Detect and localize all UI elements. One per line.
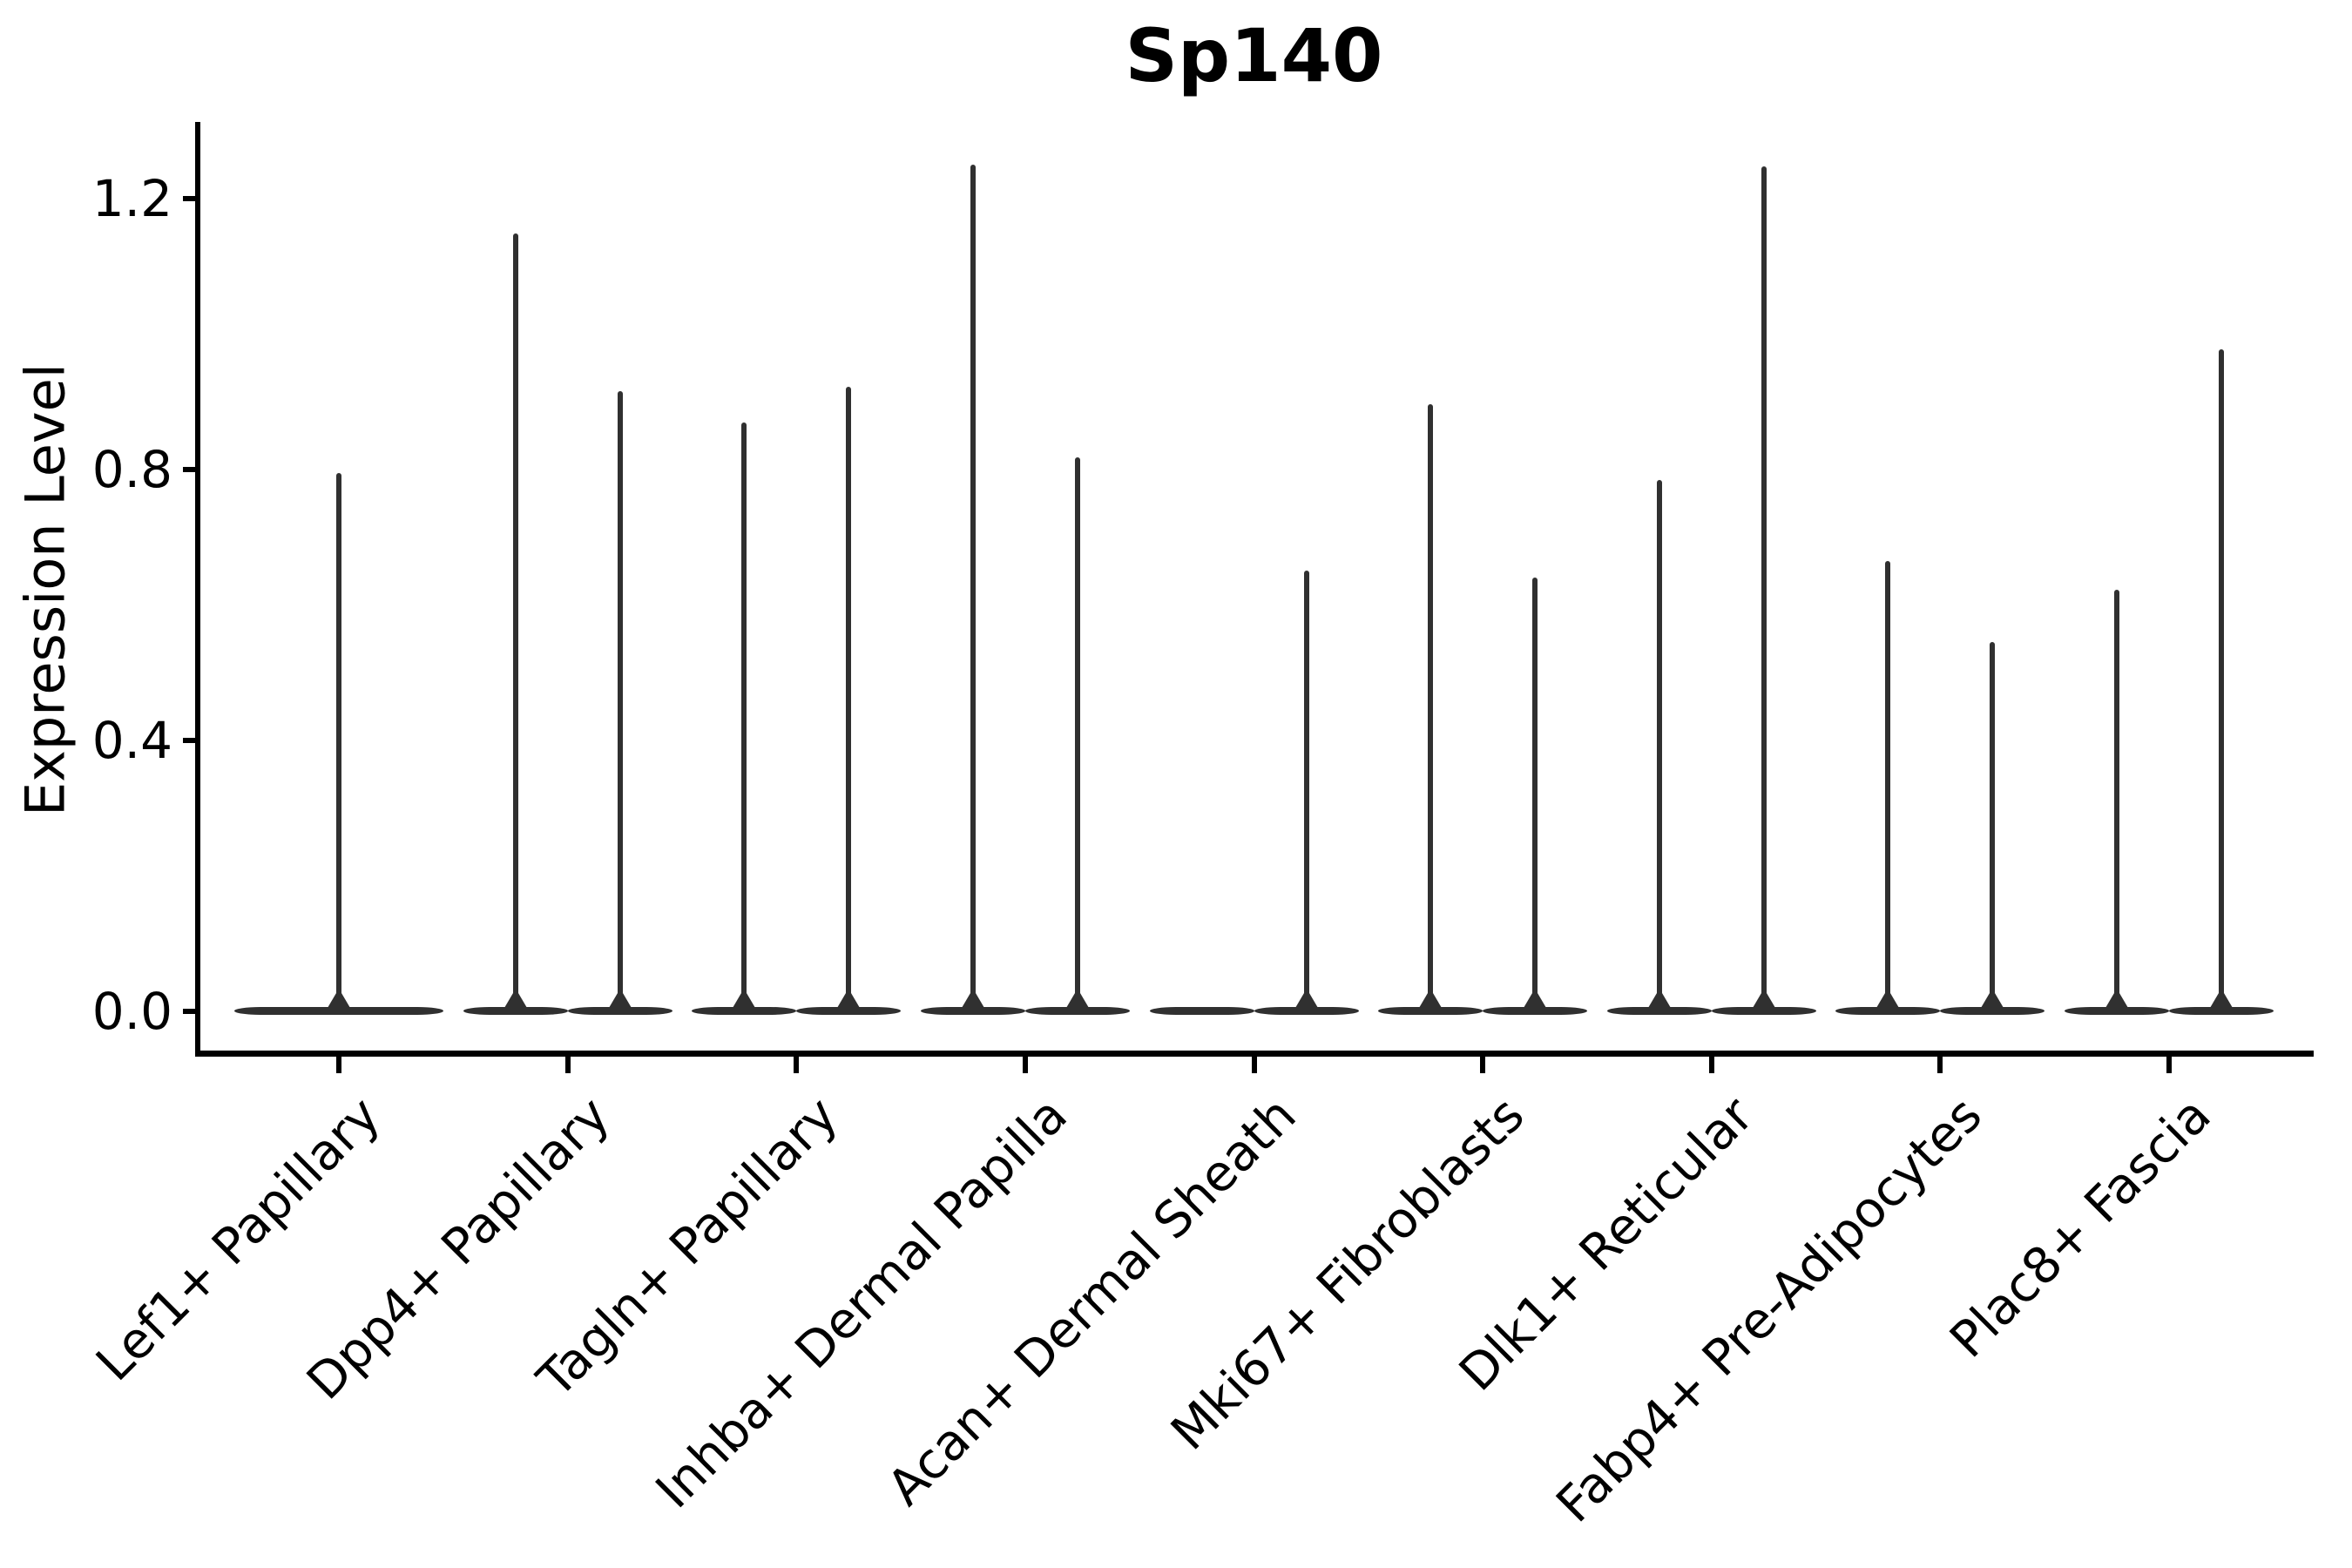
x-tick-label: Fabp4+ Pre-Adipocytes [1545, 1086, 1994, 1534]
violin-tail-spike [1074, 457, 1080, 1011]
y-tick-label: 0.0 [91, 982, 172, 1041]
x-tick-mark [1708, 1057, 1714, 1073]
y-tick-label: 1.2 [91, 169, 172, 228]
y-tick-label: 0.4 [91, 711, 172, 770]
violin-tail-flare [1419, 993, 1443, 1008]
violin-tail-flare [837, 993, 861, 1008]
y-tick-mark [183, 196, 198, 201]
violin-tail-flare [1647, 993, 1671, 1008]
violin-tail-flare [1065, 993, 1089, 1008]
x-tick-label: Acan+ Dermal Sheath [876, 1086, 1308, 1517]
violin-tail-spike [970, 165, 976, 1011]
violin-tail-flare [961, 993, 984, 1008]
violin-tail-spike [336, 472, 341, 1011]
violin-tail-spike [2219, 349, 2224, 1011]
violin-tail-spike [1428, 404, 1434, 1011]
violin-tail-spike [1761, 166, 1767, 1011]
violin-tail-spike [846, 387, 852, 1011]
x-tick-mark [564, 1057, 571, 1073]
violin-tail-flare [608, 993, 632, 1008]
violin-tail-spike [1885, 560, 1891, 1011]
violin-tail-flare [1752, 993, 1775, 1008]
violin-tail-spike [1303, 570, 1309, 1011]
y-tick-mark [183, 467, 198, 472]
x-tick-mark [1251, 1057, 1257, 1073]
violin-tail-flare [2105, 993, 2128, 1008]
y-tick-mark [183, 738, 198, 743]
violin-tail-flare [1981, 993, 2004, 1008]
y-tick-label: 0.8 [91, 440, 172, 499]
violin-tail-spike [512, 233, 518, 1011]
violin-body [1149, 1007, 1254, 1015]
x-tick-mark [336, 1057, 341, 1073]
violin-tail-spike [1532, 578, 1538, 1011]
violin-tail-flare [328, 993, 350, 1008]
violin-tail-flare [2210, 993, 2233, 1008]
violin-tail-spike [1990, 642, 1996, 1011]
x-tick-mark [2166, 1057, 2172, 1073]
x-tick-mark [794, 1057, 800, 1073]
x-axis-spine [195, 1051, 2314, 1057]
violin-tail-spike [741, 422, 747, 1011]
violin-tail-spike [1656, 480, 1662, 1011]
violin-tail-flare [733, 993, 756, 1008]
violin-tail-flare [1294, 993, 1318, 1008]
x-tick-mark [1480, 1057, 1486, 1073]
x-tick-mark [1937, 1057, 1943, 1073]
violin-tail-flare [504, 993, 527, 1008]
violin-tail-flare [1524, 993, 1547, 1008]
violin-tail-spike [2114, 590, 2119, 1011]
x-tick-label: Inhba+ Dermal Papilla [645, 1086, 1078, 1520]
y-tick-mark [183, 1009, 198, 1014]
violin-tail-flare [1876, 993, 1900, 1008]
chart-title: Sp140 [1125, 13, 1383, 98]
x-tick-mark [1022, 1057, 1028, 1073]
violin-tail-spike [617, 390, 623, 1011]
y-axis-spine [195, 122, 200, 1057]
